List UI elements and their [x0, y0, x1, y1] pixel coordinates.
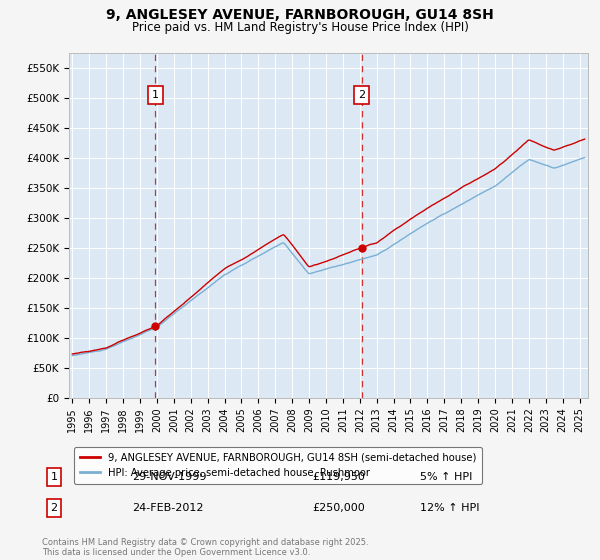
Text: 2: 2	[358, 90, 365, 100]
Text: £119,950: £119,950	[312, 472, 365, 482]
Text: 2: 2	[50, 503, 58, 513]
Text: 1: 1	[152, 90, 159, 100]
Text: £250,000: £250,000	[312, 503, 365, 513]
Text: 29-NOV-1999: 29-NOV-1999	[132, 472, 206, 482]
Legend: 9, ANGLESEY AVENUE, FARNBOROUGH, GU14 8SH (semi-detached house), HPI: Average pr: 9, ANGLESEY AVENUE, FARNBOROUGH, GU14 8S…	[74, 447, 482, 484]
Text: 5% ↑ HPI: 5% ↑ HPI	[420, 472, 472, 482]
Text: Price paid vs. HM Land Registry's House Price Index (HPI): Price paid vs. HM Land Registry's House …	[131, 21, 469, 34]
Text: 9, ANGLESEY AVENUE, FARNBOROUGH, GU14 8SH: 9, ANGLESEY AVENUE, FARNBOROUGH, GU14 8S…	[106, 8, 494, 22]
Text: 1: 1	[50, 472, 58, 482]
Text: 12% ↑ HPI: 12% ↑ HPI	[420, 503, 479, 513]
Text: 24-FEB-2012: 24-FEB-2012	[132, 503, 203, 513]
Text: Contains HM Land Registry data © Crown copyright and database right 2025.
This d: Contains HM Land Registry data © Crown c…	[42, 538, 368, 557]
